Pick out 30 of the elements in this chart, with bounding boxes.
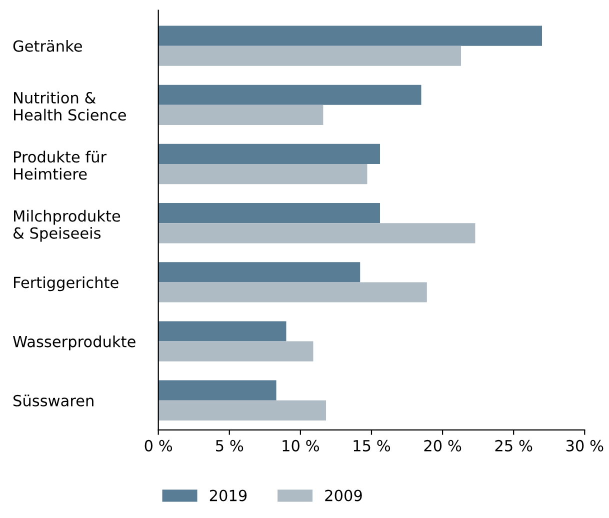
bar bbox=[158, 341, 314, 362]
y-tick-label: Fertiggerichte bbox=[14, 276, 118, 292]
legend-label: 2019 bbox=[210, 490, 247, 502]
x-tick-label: 25 % bbox=[495, 440, 532, 452]
legend-label: 2009 bbox=[325, 490, 362, 502]
bar bbox=[158, 104, 324, 126]
y-tick-label: Getränke bbox=[13, 40, 82, 52]
y-tick-label: Produkte für Heimtiere bbox=[14, 150, 107, 180]
x-tick-label: 20 % bbox=[424, 440, 462, 452]
x-tick-label: 0 % bbox=[144, 440, 172, 452]
x-tick-label: 15 % bbox=[354, 440, 390, 452]
bar bbox=[158, 223, 476, 244]
x-tick-label: 30 % bbox=[566, 440, 604, 452]
bar bbox=[158, 262, 360, 282]
x-tick-label: 5 % bbox=[216, 440, 244, 452]
bar bbox=[158, 321, 286, 342]
bar bbox=[158, 84, 422, 105]
y-tick-label: Milchprodukte & Speiseeis bbox=[13, 210, 120, 242]
bar bbox=[158, 400, 326, 420]
bar bbox=[158, 46, 462, 66]
bar bbox=[158, 282, 427, 302]
y-tick-label: Nutrition & Health Science bbox=[14, 92, 126, 121]
y-tick-label: Süsswaren bbox=[14, 394, 94, 406]
bar bbox=[158, 26, 542, 46]
bar bbox=[158, 164, 368, 184]
x-tick-label: 10 % bbox=[282, 440, 320, 452]
bar bbox=[158, 203, 380, 224]
y-tick-label: Wasserprodukte bbox=[13, 335, 136, 350]
bar bbox=[158, 380, 276, 400]
bar bbox=[158, 144, 380, 164]
